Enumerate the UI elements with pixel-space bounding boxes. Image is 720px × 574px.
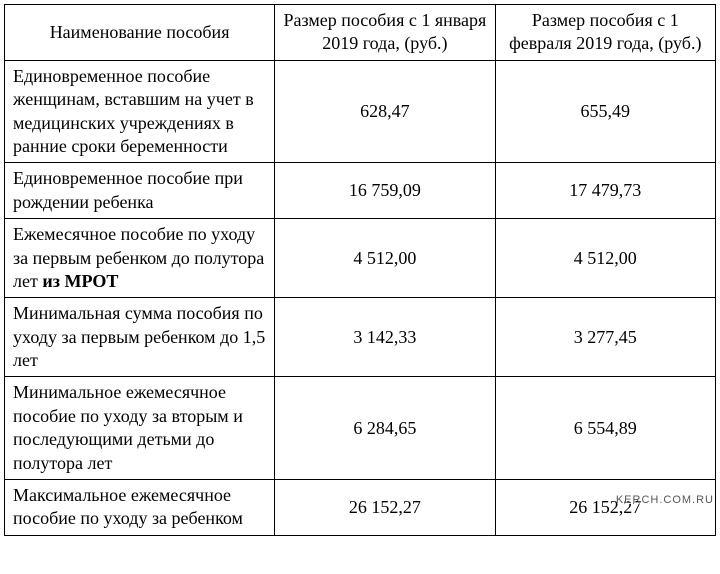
benefit-value-jan: 26 152,27: [275, 480, 495, 536]
benefit-value-jan: 4 512,00: [275, 219, 495, 298]
benefits-table: Наименование пособия Размер пособия с 1 …: [4, 4, 716, 536]
benefit-name-bold: из МРОТ: [42, 271, 118, 291]
benefit-value-jan: 628,47: [275, 60, 495, 163]
benefit-value-feb: 655,49: [495, 60, 715, 163]
benefit-name: Минимальное ежемесячное пособие по уходу…: [5, 377, 275, 480]
benefit-name: Ежемесячное пособие по уходу за первым р…: [5, 219, 275, 298]
benefit-name: Максимальное ежемесячное пособие по уход…: [5, 480, 275, 536]
table-row: Минимальная сумма пособия по уходу за пе…: [5, 298, 716, 377]
benefit-name: Единовременное пособие женщинам, вставши…: [5, 60, 275, 163]
watermark-text: KERCH.COM.RU: [616, 494, 714, 506]
benefit-value-feb: 17 479,73: [495, 163, 715, 219]
benefit-value-feb: 6 554,89: [495, 377, 715, 480]
benefit-name-text: Единовременное пособие женщинам, вставши…: [13, 66, 254, 156]
benefit-name-text: Минимальная сумма пособия по уходу за пе…: [13, 303, 265, 370]
table-header-row: Наименование пособия Размер пособия с 1 …: [5, 5, 716, 61]
table-row: Ежемесячное пособие по уходу за первым р…: [5, 219, 716, 298]
benefit-value-jan: 3 142,33: [275, 298, 495, 377]
benefit-value-feb: 3 277,45: [495, 298, 715, 377]
column-header-name: Наименование пособия: [5, 5, 275, 61]
benefit-value-feb: 4 512,00: [495, 219, 715, 298]
table-row: Единовременное пособие при рождении ребе…: [5, 163, 716, 219]
benefit-value-jan: 16 759,09: [275, 163, 495, 219]
table-row: Единовременное пособие женщинам, вставши…: [5, 60, 716, 163]
benefit-name-text: Минимальное ежемесячное пособие по уходу…: [13, 382, 243, 472]
column-header-feb: Размер пособия с 1 февраля 2019 года, (р…: [495, 5, 715, 61]
table-row: Минимальное ежемесячное пособие по уходу…: [5, 377, 716, 480]
benefit-value-feb: 26 152,27: [495, 480, 715, 536]
column-header-jan: Размер пособия с 1 января 2019 года, (ру…: [275, 5, 495, 61]
table-row: Максимальное ежемесячное пособие по уход…: [5, 480, 716, 536]
benefit-name: Минимальная сумма пособия по уходу за пе…: [5, 298, 275, 377]
benefit-value-jan: 6 284,65: [275, 377, 495, 480]
benefit-name-text: Единовременное пособие при рождении ребе…: [13, 168, 243, 211]
benefit-name: Единовременное пособие при рождении ребе…: [5, 163, 275, 219]
benefit-name-text: Максимальное ежемесячное пособие по уход…: [13, 485, 243, 528]
